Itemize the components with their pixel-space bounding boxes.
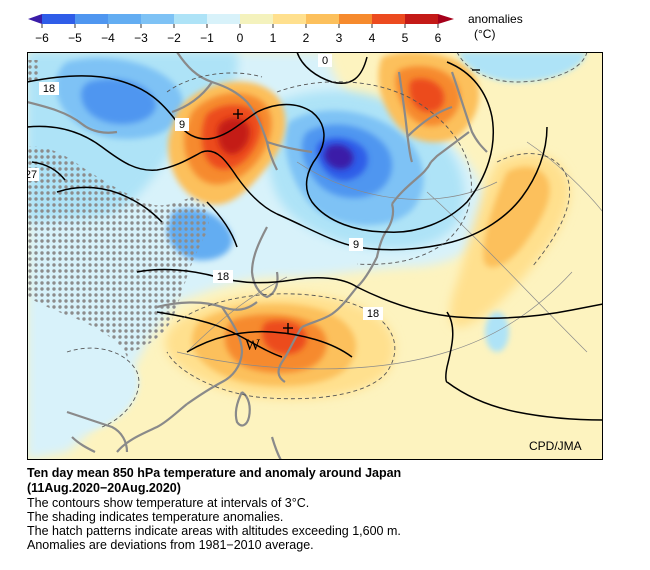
- high-altitude-hatch: [27, 60, 39, 82]
- anomaly-colorbar: −6 −5 −4 −3 −2 −1 0 1 2 3 4 5 6: [28, 14, 454, 45]
- colorbar-segment-1: [42, 14, 75, 24]
- warm-area-marker: W: [245, 337, 261, 354]
- anomaly-map: 0 18 9 27 9 18 18 W CPD/JMA: [27, 52, 603, 460]
- colorbar-segment-11: [372, 14, 405, 24]
- colorbar-segment-10: [339, 14, 372, 24]
- contour-label-18: 18: [367, 308, 379, 320]
- caption-shading-note: The shading indicates temperature anomal…: [27, 510, 284, 524]
- colorbar-tick-label: −4: [101, 31, 115, 45]
- high-altitude-hatch: [27, 146, 209, 357]
- contour-label-18: 18: [43, 83, 55, 95]
- zero-anomaly-lines: [66, 52, 588, 428]
- colorbar-right-arrow: [438, 14, 454, 24]
- colorbar-segment-8: [273, 14, 306, 24]
- colorbar-tick-label: 1: [270, 31, 277, 45]
- colorbar-segment-3: [108, 14, 141, 24]
- colorbar-left-arrow: [28, 14, 42, 24]
- colorbar-tick-label: 6: [435, 31, 442, 45]
- colorbar-segment-9: [306, 14, 339, 24]
- figure-caption: Ten day mean 850 hPa temperature and ano…: [27, 466, 637, 552]
- caption-hatch-note: The hatch patterns indicate areas with a…: [27, 524, 401, 538]
- colorbar-tick-label: −1: [200, 31, 214, 45]
- temperature-contours: [27, 52, 603, 421]
- anomaly-center-markers: [233, 69, 480, 333]
- colorbar-tick-label: −5: [68, 31, 82, 45]
- colorbar-tick-label: 2: [303, 31, 310, 45]
- caption-baseline-note: Anomalies are deviations from 1981−2010 …: [27, 538, 314, 552]
- colorbar-tick-label: 0: [237, 31, 244, 45]
- colorbar-tick-label: −6: [35, 31, 49, 45]
- contour-label-0: 0: [322, 55, 328, 67]
- colorbar-segment-5: [174, 14, 207, 24]
- colorbar-segment-7: [240, 14, 273, 24]
- caption-title: Ten day mean 850 hPa temperature and ano…: [27, 466, 402, 480]
- caption-period: (11Aug.2020−20Aug.2020): [27, 481, 181, 495]
- caption-contour-note: The contours show temperature at interva…: [27, 496, 310, 510]
- colorbar-tick-label: −3: [134, 31, 148, 45]
- colorbar-unit-label: anomalies (°C): [468, 12, 523, 42]
- colorbar-segment-6: [207, 14, 240, 24]
- colorbar-segment-12: [405, 14, 438, 24]
- contour-label-9: 9: [353, 239, 359, 251]
- map-credit: CPD/JMA: [529, 439, 582, 453]
- colorbar-segment-4: [141, 14, 174, 24]
- contour-label-18: 18: [217, 271, 229, 283]
- contour-label-9: 9: [179, 119, 185, 131]
- colorbar-tick-label: 4: [369, 31, 376, 45]
- colorbar-segment-2: [75, 14, 108, 24]
- coastlines: [27, 52, 488, 460]
- unit-label-line1: anomalies: [468, 12, 523, 26]
- unit-label-line2: (°C): [474, 27, 496, 41]
- map-frame: [27, 52, 603, 460]
- contour-label-27: 27: [27, 169, 37, 181]
- colorbar-tick-label: 5: [402, 31, 409, 45]
- colorbar-tick-label: −2: [167, 31, 181, 45]
- colorbar-tick-label: 3: [336, 31, 343, 45]
